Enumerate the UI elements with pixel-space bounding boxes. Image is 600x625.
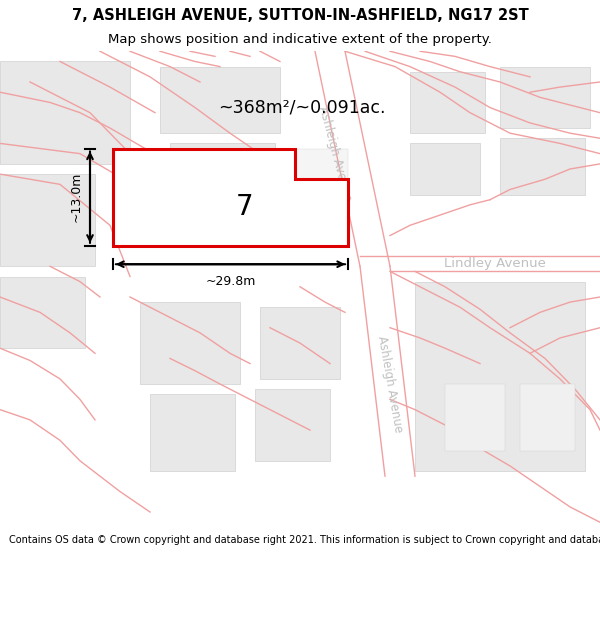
Text: Map shows position and indicative extent of the property.: Map shows position and indicative extent… (108, 34, 492, 46)
Bar (445, 384, 505, 451)
Bar (113, 159, 213, 236)
Bar (160, 67, 280, 133)
Bar (410, 72, 485, 133)
Bar (520, 384, 575, 451)
Text: ~13.0m: ~13.0m (70, 172, 83, 222)
Bar (113, 149, 348, 246)
Text: ~29.8m: ~29.8m (205, 276, 256, 289)
Bar (500, 138, 585, 194)
Bar (410, 143, 480, 194)
Bar (260, 308, 340, 379)
Bar (255, 389, 330, 461)
Polygon shape (360, 256, 600, 271)
Text: Lindley Avenue: Lindley Avenue (444, 257, 546, 270)
Bar (170, 143, 275, 205)
Text: Ashleigh Avenue: Ashleigh Avenue (375, 334, 405, 434)
Bar (0, 61, 130, 164)
Bar (0, 174, 95, 266)
Text: ~368m²/~0.091ac.: ~368m²/~0.091ac. (218, 99, 386, 117)
Bar (0, 276, 85, 348)
Text: 7, ASHLEIGH AVENUE, SUTTON-IN-ASHFIELD, NG17 2ST: 7, ASHLEIGH AVENUE, SUTTON-IN-ASHFIELD, … (71, 8, 529, 23)
Text: Contains OS data © Crown copyright and database right 2021. This information is : Contains OS data © Crown copyright and d… (9, 535, 600, 545)
Text: Ashleigh Avenue: Ashleigh Avenue (316, 104, 354, 202)
Polygon shape (315, 51, 390, 266)
Polygon shape (360, 266, 415, 476)
Text: 7: 7 (236, 193, 254, 221)
Bar (140, 302, 240, 384)
Polygon shape (113, 149, 348, 246)
Bar (500, 67, 590, 128)
Bar (415, 282, 585, 471)
Bar (150, 394, 235, 471)
